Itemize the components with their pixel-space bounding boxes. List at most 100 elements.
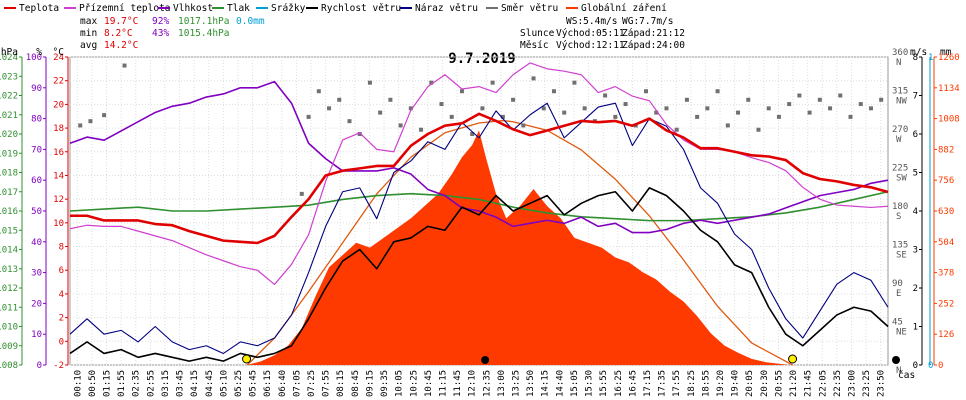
axis-tick-label-ms: 8: [913, 53, 918, 63]
axis-tick-label-hpa: 1013: [0, 265, 18, 275]
axis-title-pct: %: [36, 47, 42, 58]
axis-compass-label: NW: [896, 97, 907, 107]
wind-direction-point: [879, 97, 884, 102]
wind-direction-point: [695, 114, 700, 119]
axis-tick-label-temp: 10: [53, 219, 64, 229]
wind-direction-point: [725, 123, 730, 128]
axis-tick-label-temp: 20: [53, 100, 64, 110]
wind-direction-point: [367, 80, 372, 85]
x-tick-label: 01:55: [117, 370, 127, 397]
wind-direction-point: [78, 123, 83, 128]
axis-tick-label-pct: 30: [31, 269, 42, 279]
axis-tick-label-rad: 1008: [938, 115, 960, 125]
axis-compass-label: SW: [896, 174, 907, 184]
x-tick-label: 16:25: [614, 370, 624, 397]
axis-tick-label-temp: 24: [53, 53, 64, 63]
axis-tick-label-ms: 4: [913, 207, 918, 217]
wind-direction-point: [705, 106, 710, 111]
axis-tick-label-dir: 270: [892, 125, 908, 135]
axis-title-temp: °C: [53, 47, 64, 58]
wind-direction-point: [613, 114, 618, 119]
axis-tick-label-pct: 90: [31, 84, 42, 94]
axis-compass-label: N: [896, 58, 901, 68]
x-tick-label: 15:05: [570, 370, 580, 397]
series-global-radiation: [247, 130, 790, 365]
x-tick-label: 02:55: [146, 370, 156, 397]
wind-direction-point: [327, 106, 332, 111]
axis-compass-label: S: [896, 212, 901, 222]
axis-tick-label-dir: 180: [892, 202, 908, 212]
x-tick-label: 13:00: [497, 370, 507, 397]
wind-direction-point: [337, 97, 342, 102]
wind-direction-point: [122, 63, 127, 68]
chart-title: 9.7.2019: [448, 51, 515, 67]
axis-compass-label: NE: [896, 328, 907, 338]
x-tick-label: 15:55: [599, 370, 609, 397]
legend-label-tlak: Tlak: [227, 3, 250, 14]
legend-label-teplota: Teplota: [19, 3, 59, 14]
axis-tick-label-dir: 45: [892, 318, 903, 328]
axis-tick-label-pct: 40: [31, 238, 42, 248]
wind-direction-point: [459, 89, 464, 94]
axis-tick-label-dir: 360: [892, 48, 908, 58]
wind-direction-point: [521, 123, 526, 128]
x-tick-label: 10:25: [409, 370, 419, 397]
legend-label-prizemni: Přízemní teplota: [79, 3, 171, 14]
x-tick-label: 06:40: [278, 370, 288, 397]
axis-tick-label-ms: 2: [913, 284, 918, 294]
axis-tick-label-rad: 252: [938, 299, 954, 309]
legend-label-srazky: Srážky: [271, 3, 306, 14]
x-tick-label: 03:15: [161, 370, 171, 397]
wind-direction-point: [807, 110, 812, 115]
wind-direction-point: [623, 102, 628, 107]
axis-tick-label-hpa: 1009: [0, 342, 18, 352]
series-prizemni: [69, 62, 889, 286]
x-tick-label: 10:45: [424, 370, 434, 397]
wind-direction-point: [756, 127, 761, 132]
axis-tick-label-hpa: 1017: [0, 188, 18, 198]
x-tick-label: 07:05: [292, 370, 302, 397]
x-tick-label: 19:20: [716, 370, 726, 397]
wind-direction-point: [797, 93, 802, 98]
wind-direction-point: [299, 191, 304, 196]
stats-min-pressure: 1015.4hPa: [178, 28, 229, 39]
x-tick-label: 08:45: [351, 370, 361, 397]
wind-direction-point: [408, 106, 413, 111]
axis-tick-label-hpa: 1021: [0, 111, 18, 121]
wind-direction-point: [674, 127, 679, 132]
series-teplota: [70, 112, 889, 245]
axis-tick-label-temp: 16: [53, 148, 64, 158]
wind-direction-point: [766, 106, 771, 111]
axis-tick-label-ms: 5: [913, 169, 918, 179]
x-tick-label: 02:35: [132, 370, 142, 397]
x-tick-label: 18:25: [687, 370, 697, 397]
x-tick-label: 00:50: [88, 370, 98, 397]
axis-compass-label: N: [896, 366, 901, 376]
wind-direction-point: [316, 89, 321, 94]
axis-tick-label-temp: 18: [53, 124, 64, 134]
moonset-marker: [892, 356, 900, 364]
x-axis-label: čas: [898, 370, 915, 381]
axis-compass-label: W: [896, 135, 902, 145]
axis-tick-label-mm: 1: [928, 53, 933, 63]
axis-tick-label-ms: 7: [913, 92, 918, 102]
axis-tick-label-ms: 6: [913, 130, 918, 140]
wind-direction-point: [388, 97, 393, 102]
axis-tick-label-dir: 135: [892, 241, 908, 251]
moonrise-info: Východ:12:11: [556, 40, 625, 51]
sun-label: Slunce: [520, 28, 555, 39]
axis-tick-label-dir: 315: [892, 87, 908, 97]
legend-label-zareni: Globální záření: [581, 3, 667, 14]
x-tick-label: 05:10: [219, 370, 229, 397]
x-tick-label: 21:20: [789, 370, 799, 397]
legend-label-rychlost: Rychlost větru: [321, 3, 401, 14]
stats-max-label: max: [80, 16, 97, 27]
axis-tick-label-pct: 0: [37, 361, 42, 371]
wind-direction-point: [398, 123, 403, 128]
wind-direction-point: [102, 113, 107, 118]
x-tick-label: 07:55: [322, 370, 332, 397]
